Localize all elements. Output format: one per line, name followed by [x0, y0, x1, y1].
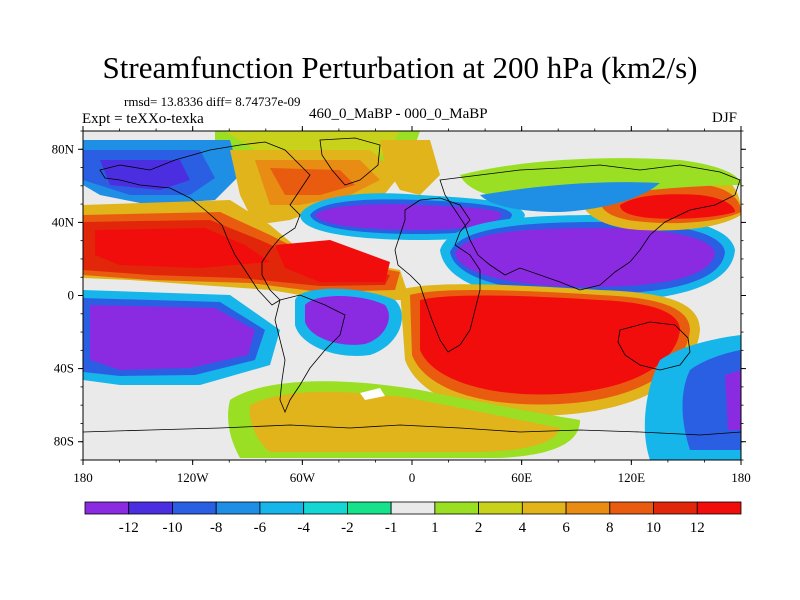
colorbar-label: 10	[646, 520, 661, 536]
lon-tick-label: 60W	[290, 470, 316, 485]
contour-europe-pos	[380, 140, 440, 195]
contour-sind-pos-core	[420, 295, 680, 395]
contour-asia-neg-core	[455, 228, 715, 288]
contour-sarctic-pos-mid	[249, 391, 560, 452]
contour-npac-max	[95, 228, 270, 268]
coast-south-america	[274, 294, 346, 414]
experiment-subtitle: 460_0_MaBP - 000_0_MaBP	[309, 106, 488, 122]
lon-tick-label: 180	[73, 470, 93, 485]
lon-tick-label: 120W	[177, 470, 210, 485]
lon-tick-label: 120E	[618, 470, 646, 485]
colorbar-swatch	[172, 501, 217, 515]
contour-field	[83, 131, 741, 460]
colorbar-swatch	[346, 501, 392, 515]
coast-greenland	[319, 137, 381, 186]
colorbar-swatch	[84, 501, 130, 515]
contour-jpn-pos-core	[620, 194, 735, 219]
colorbar: -12 -10 -8 -6 -4 -2 -1 1 2 4 6 8 10 12	[84, 501, 742, 536]
lat-tick-label: 40N	[52, 214, 75, 229]
coast-australia	[617, 321, 691, 371]
season-label: DJF	[712, 110, 738, 126]
lat-tick-label: 80S	[54, 434, 74, 449]
colorbar-label: 2	[475, 520, 483, 536]
colorbar-label: 12	[690, 520, 705, 536]
contour-se-neg-purple	[725, 370, 741, 430]
colorbar-label: 4	[519, 520, 527, 536]
coast-antarctica	[83, 424, 741, 436]
contour-atl-max	[275, 240, 390, 282]
contour-satl-neg-core	[305, 296, 389, 345]
colorbar-label: -4	[297, 520, 310, 536]
colorbar-swatch	[215, 501, 261, 515]
colorbar-swatch	[521, 501, 567, 515]
colorbar-label: -12	[119, 520, 139, 536]
colorbar-swatch	[653, 501, 698, 515]
colorbar-label: -8	[210, 520, 223, 536]
lat-tick-label: 40S	[54, 361, 74, 376]
lat-tick-label: 80N	[52, 141, 75, 156]
coast-europe-africa	[394, 197, 481, 353]
colorbar-label: 1	[431, 520, 439, 536]
colorbar-swatch	[390, 501, 436, 515]
lon-tick-label: 180	[731, 470, 751, 485]
contour-white-patch	[360, 388, 385, 400]
coastlines	[83, 137, 741, 436]
chart-title: Streamfunction Perturbation at 200 hPa (…	[102, 50, 698, 85]
coast-north-america	[99, 141, 311, 306]
colorbar-label: -2	[341, 520, 354, 536]
experiment-label: Expt = teXXo-texka	[82, 111, 204, 127]
colorbar-swatch	[434, 501, 480, 515]
lat-tick-label: 0	[68, 288, 75, 303]
contour-earctic-blue	[480, 182, 660, 212]
contour-spac-neg-core	[90, 305, 255, 370]
stats-line: rmsd= 13.8336 diff= 8.74737e-09	[124, 94, 301, 109]
colorbar-swatch	[303, 501, 348, 515]
longitude-axis: 180 120W 60W 0 60E 120E 180	[73, 126, 751, 485]
colorbar-label: 8	[606, 520, 614, 536]
latitude-axis: 80N 40N 0 40S 80S	[52, 130, 746, 461]
contour-namerica-pos-core2	[270, 168, 355, 195]
coast-asia	[439, 164, 741, 291]
colorbar-label: 6	[562, 520, 570, 536]
colorbar-swatch	[565, 501, 611, 515]
colorbar-swatch	[609, 501, 654, 515]
lon-tick-label: 0	[409, 470, 416, 485]
colorbar-swatch	[128, 501, 173, 515]
lon-tick-label: 60E	[511, 470, 532, 485]
colorbar-swatch	[478, 501, 523, 515]
colorbar-swatch	[696, 501, 742, 515]
colorbar-label: -10	[162, 520, 182, 536]
colorbar-swatch	[259, 501, 305, 515]
colorbar-label: -1	[385, 520, 398, 536]
contour-alaska-neg-core	[100, 160, 190, 190]
colorbar-label: -6	[254, 520, 267, 536]
